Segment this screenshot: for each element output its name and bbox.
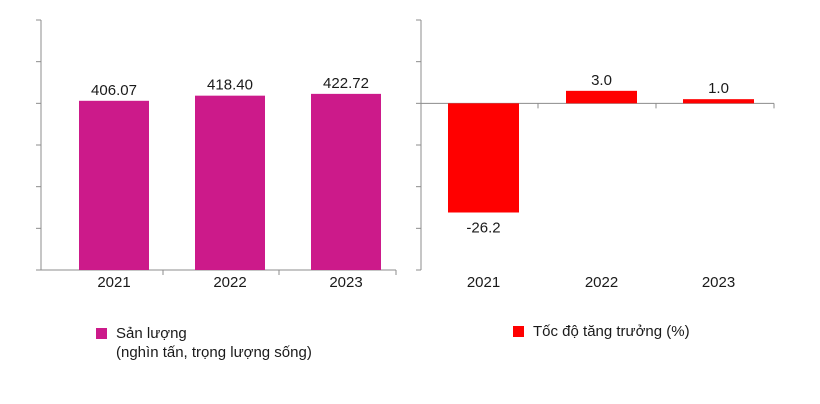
production-bar-2023 [311, 93, 381, 270]
legend-growth-label: Tốc độ tăng trưởng (%) [533, 323, 690, 340]
growth-x-tick-label-2022: 2022 [585, 274, 618, 291]
production-bar-2021 [79, 100, 149, 270]
legend-production-label-line2: (nghìn tấn, trọng lượng sống) [116, 344, 312, 361]
production-x-tick-label-2021: 2021 [97, 274, 130, 291]
production-x-tick-label-2023: 2023 [329, 274, 362, 291]
growth-value-label-2021: -26.2 [466, 220, 500, 237]
growth-value-label-2022: 3.0 [591, 72, 612, 89]
growth-x-tick-label-2021: 2021 [467, 274, 500, 291]
production-value-label-2021: 406.07 [91, 82, 137, 99]
production-bar-2022 [195, 95, 265, 271]
production-x-tick-label-2022: 2022 [213, 274, 246, 291]
legend-production: Sản lượng (nghìn tấn, trọng lượng sống) [96, 324, 416, 364]
growth-value-label-2023: 1.0 [708, 80, 729, 97]
legend-production-label-line1: Sản lượng [116, 325, 187, 342]
production-value-label-2022: 418.40 [207, 77, 253, 94]
legend-growth-swatch [513, 326, 524, 337]
production-value-label-2023: 422.72 [323, 75, 369, 92]
growth-bar-2021 [448, 103, 519, 213]
legend-production-swatch [96, 328, 107, 339]
legend-growth: Tốc độ tăng trưởng (%) [513, 322, 773, 342]
growth-bar-2023 [683, 99, 754, 104]
growth-x-tick-label-2023: 2023 [702, 274, 735, 291]
growth-bar-2022 [566, 90, 637, 104]
